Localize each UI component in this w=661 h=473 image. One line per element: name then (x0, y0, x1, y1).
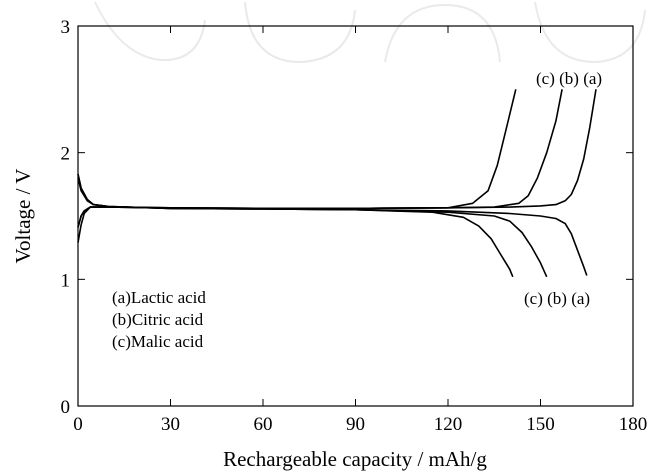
y-tick-label: 1 (61, 270, 71, 291)
discharge-curve-lactic (77, 174, 588, 276)
legend-item-malic: (c)Malic acid (112, 332, 204, 351)
legend-item-citric: (b)Citric acid (112, 310, 204, 329)
watermark (94, 1, 646, 64)
y-tick-label: 3 (61, 17, 71, 38)
charge-curve-malic (77, 89, 517, 243)
x-tick-label: 150 (526, 414, 555, 435)
x-tick-label: 90 (346, 414, 365, 435)
legend: (a)Lactic acid (b)Citric acid (c)Malic a… (112, 288, 206, 351)
y-tick-label: 2 (61, 144, 71, 165)
curves (77, 89, 597, 278)
x-tick-label: 120 (434, 414, 463, 435)
y-ticks: 0 1 2 3 (61, 17, 633, 418)
discharge-curve-malic (77, 177, 514, 278)
annotation-charge-labels: (c) (b) (a) (536, 69, 602, 88)
annotation-discharge-labels: (c) (b) (a) (524, 289, 590, 308)
legend-item-lactic: (a)Lactic acid (112, 288, 206, 307)
x-tick-label: 180 (619, 414, 648, 435)
x-axis-title: Rechargeable capacity / mAh/g (223, 447, 487, 471)
x-tick-label: 30 (161, 414, 180, 435)
x-tick-label: 0 (73, 414, 83, 435)
x-ticks: 0 30 60 90 120 150 180 (73, 26, 647, 435)
y-axis-title: Voltage / V (11, 169, 35, 264)
charge-curve-lactic (77, 89, 597, 228)
x-tick-label: 60 (254, 414, 273, 435)
y-tick-label: 0 (61, 397, 71, 418)
charge-curve-citric (77, 89, 563, 228)
